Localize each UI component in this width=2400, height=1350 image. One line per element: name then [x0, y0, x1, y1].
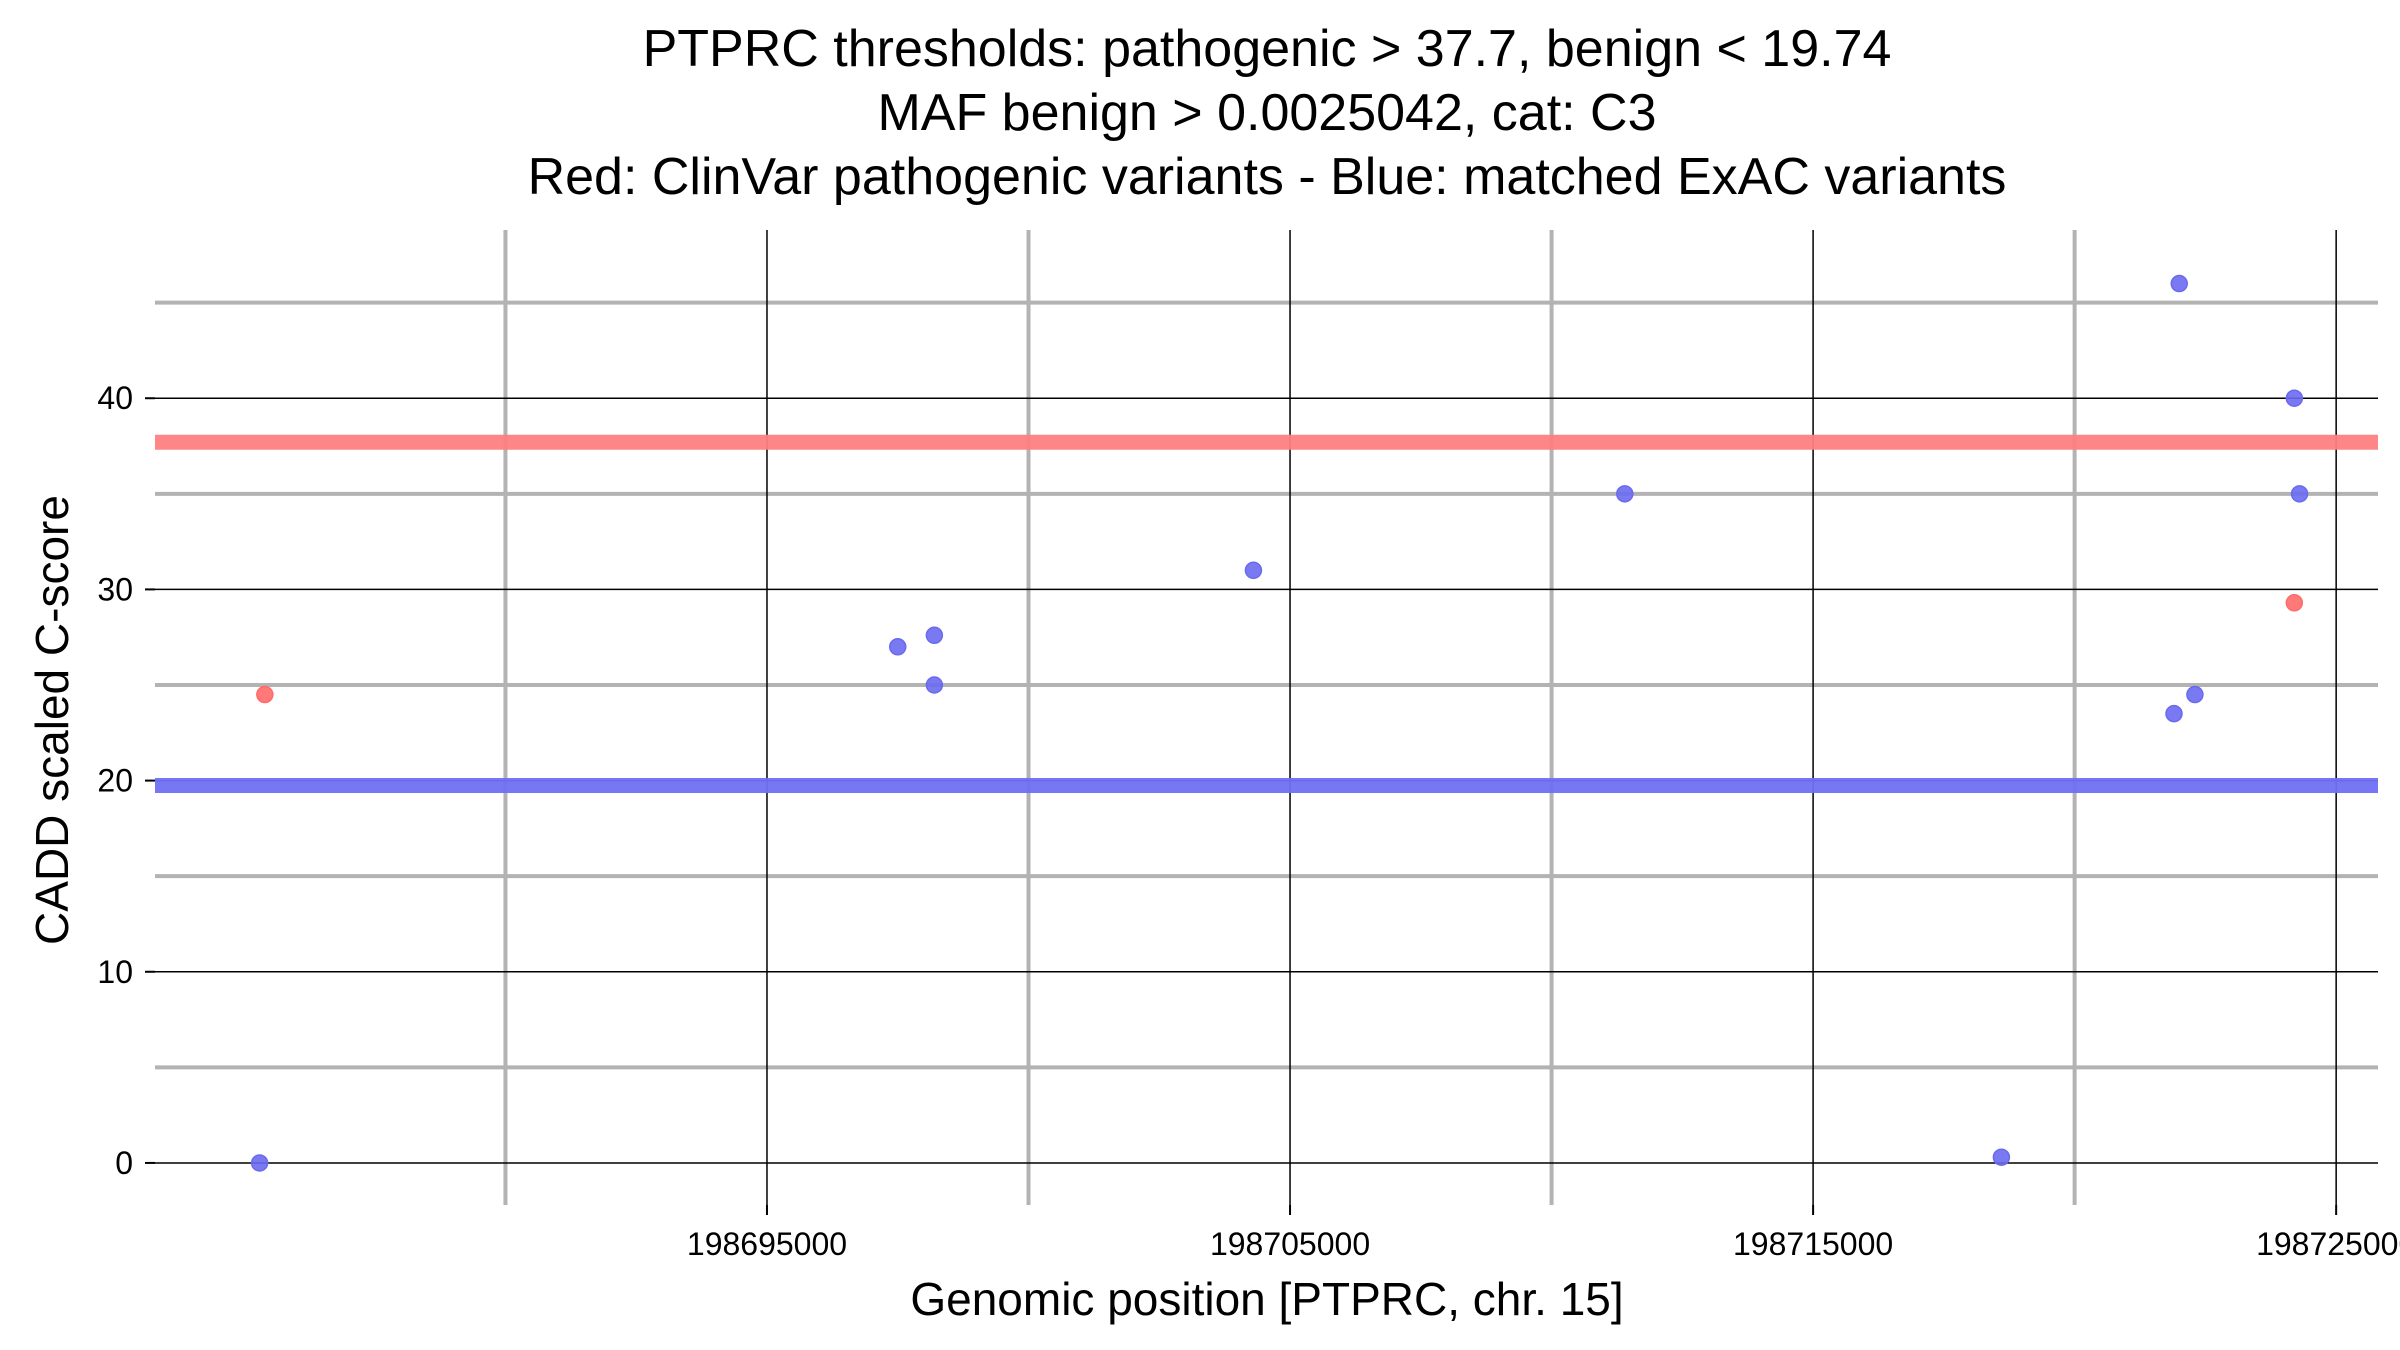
y-tick-label-1: 10 [97, 954, 133, 990]
point-s1-10 [2285, 389, 2304, 407]
title-line-1: PTPRC thresholds: pathogenic > 37.7, ben… [643, 20, 1892, 78]
title-line-3: Red: ClinVar pathogenic variants - Blue:… [528, 148, 2007, 206]
threshold-layer [155, 434, 2378, 794]
y-tick-label-4: 40 [97, 380, 133, 416]
point-s1-4 [1244, 561, 1263, 580]
point-s1-3 [925, 676, 944, 694]
y-axis-label: CADD scaled C-score [26, 495, 78, 945]
point-s1-5 [1616, 485, 1634, 503]
point-s1-11 [2290, 485, 2309, 503]
point-s1-8 [2170, 274, 2188, 293]
x-tick-label-0: 198695000 [687, 1226, 847, 1262]
grid-layer [155, 230, 2378, 1205]
point-s0-1 [2285, 594, 2304, 612]
y-tick-label-3: 30 [97, 571, 133, 607]
point-s1-7 [2165, 704, 2183, 723]
point-s1-0 [250, 1154, 269, 1172]
point-s1-2 [925, 626, 944, 645]
title-line-2: MAF benign > 0.0025042, cat: C3 [877, 84, 1656, 142]
point-s1-1 [888, 638, 907, 656]
chart-title: PTPRC thresholds: pathogenic > 37.7, ben… [528, 20, 2007, 206]
point-s1-9 [2186, 685, 2204, 704]
x-tick-label-2: 198715000 [1733, 1226, 1893, 1262]
y-tick-label-0: 0 [115, 1145, 133, 1181]
point-s0-0 [256, 685, 274, 704]
y-tick-label-2: 20 [97, 763, 133, 799]
point-s1-6 [1992, 1148, 2011, 1166]
x-axis-label: Genomic position [PTPRC, chr. 15] [910, 1273, 1623, 1325]
x-tick-label-1: 198705000 [1210, 1226, 1370, 1262]
points-layer [250, 274, 2309, 1172]
